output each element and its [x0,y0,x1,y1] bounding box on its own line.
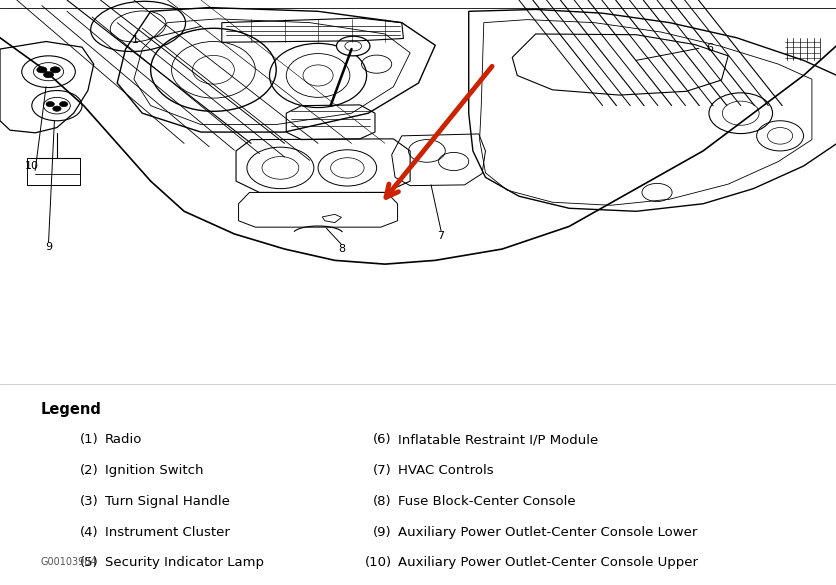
Text: (5): (5) [80,556,99,569]
Text: (4): (4) [80,525,99,539]
Ellipse shape [336,36,370,56]
Text: 8: 8 [338,244,344,254]
Ellipse shape [43,72,54,78]
Text: Inflatable Restraint I/P Module: Inflatable Restraint I/P Module [397,433,597,446]
Text: Ignition Switch: Ignition Switch [104,464,203,477]
Text: (1): (1) [80,433,99,446]
Text: Legend: Legend [40,402,101,417]
Text: Turn Signal Handle: Turn Signal Handle [104,495,229,508]
Text: (10): (10) [364,556,391,569]
Ellipse shape [50,67,60,73]
Text: Auxiliary Power Outlet-Center Console Upper: Auxiliary Power Outlet-Center Console Up… [397,556,696,569]
Text: (8): (8) [373,495,391,508]
Text: (3): (3) [80,495,99,508]
Text: (6): (6) [373,433,391,446]
Text: 1: 1 [132,35,139,45]
Text: 7: 7 [437,231,444,241]
Text: Radio: Radio [104,433,142,446]
Ellipse shape [53,106,61,111]
Text: 6: 6 [706,43,712,53]
Text: Instrument Cluster: Instrument Cluster [104,525,229,539]
Text: G00103984: G00103984 [40,558,97,567]
Text: 10: 10 [25,161,38,171]
Text: (2): (2) [80,464,99,477]
Text: (9): (9) [373,525,391,539]
Text: 9: 9 [45,242,52,252]
Text: HVAC Controls: HVAC Controls [397,464,492,477]
Ellipse shape [46,102,54,107]
Ellipse shape [37,67,47,73]
Text: Security Indicator Lamp: Security Indicator Lamp [104,556,263,569]
Text: Fuse Block-Center Console: Fuse Block-Center Console [397,495,574,508]
Text: Auxiliary Power Outlet-Center Console Lower: Auxiliary Power Outlet-Center Console Lo… [397,525,696,539]
Text: (7): (7) [373,464,391,477]
Ellipse shape [59,102,68,107]
